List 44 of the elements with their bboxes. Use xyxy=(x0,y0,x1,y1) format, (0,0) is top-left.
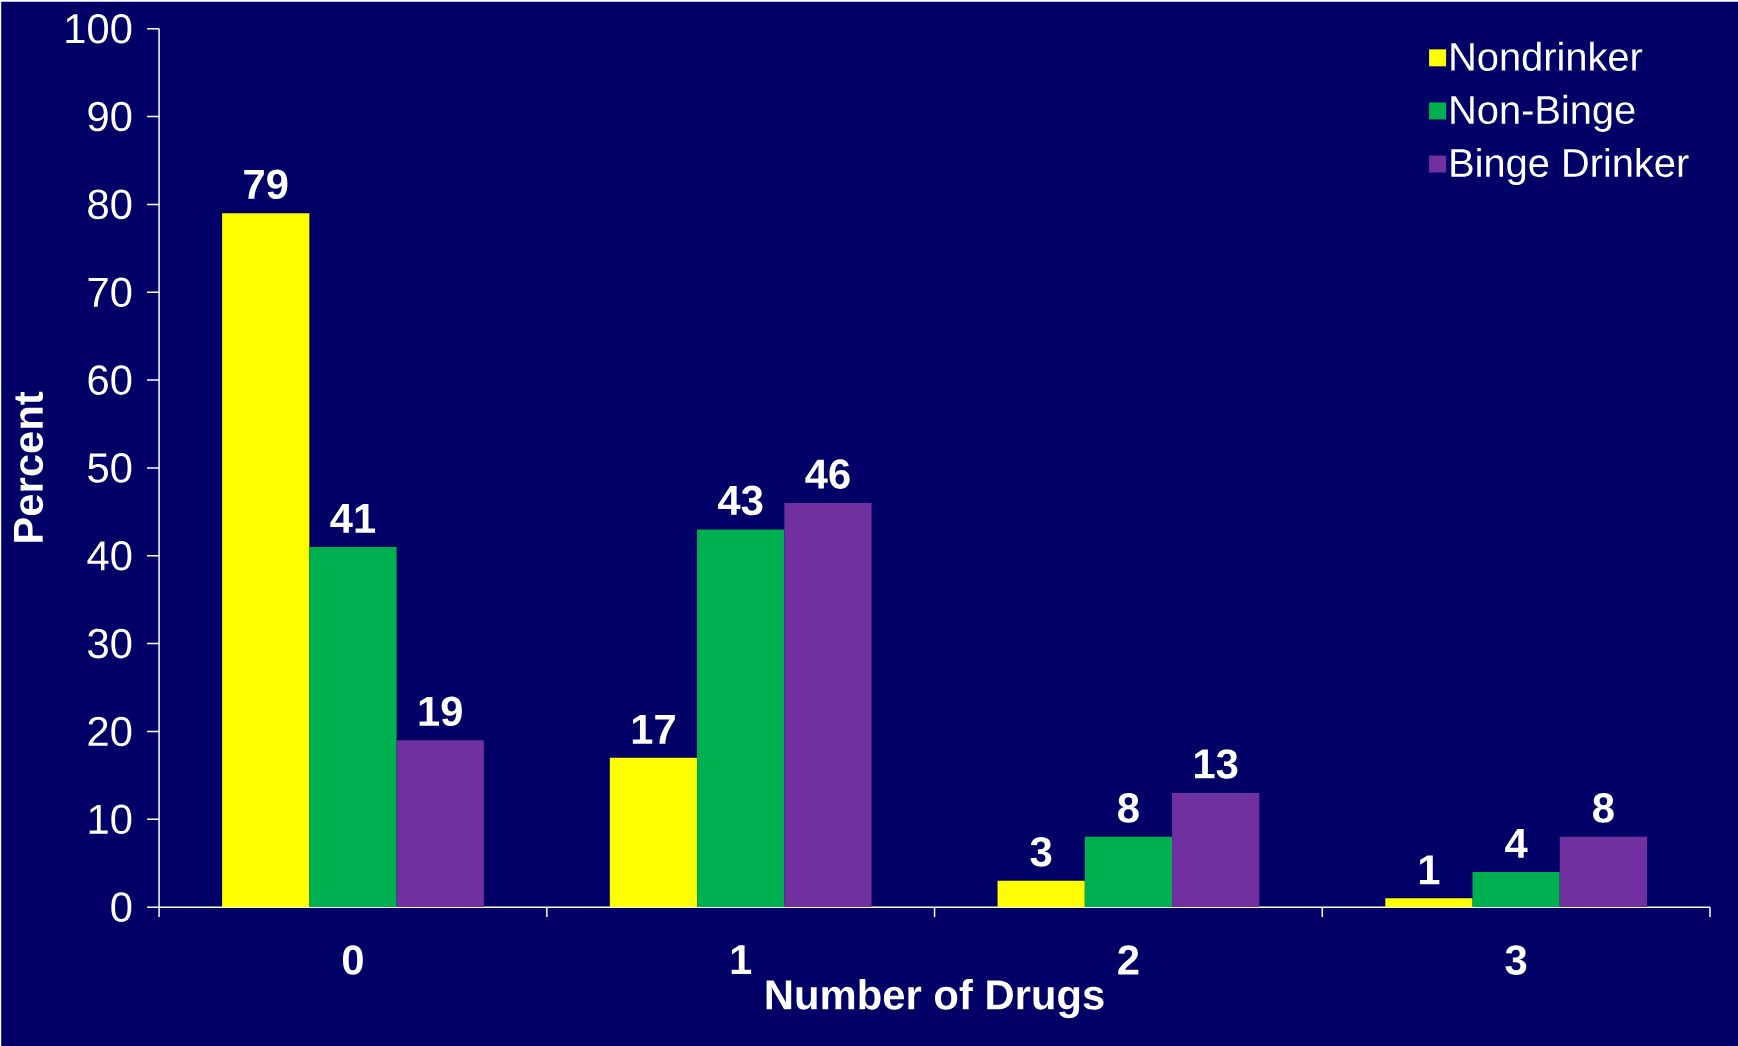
data-label: 4 xyxy=(1505,829,1528,858)
y-tick-label: 30 xyxy=(88,628,132,659)
y-tick-label: 60 xyxy=(88,365,132,395)
legend-label: Binge Drinker xyxy=(1451,147,1689,185)
data-label: 3 xyxy=(1030,836,1052,867)
data-label: 79 xyxy=(244,169,288,200)
bar xyxy=(1385,898,1473,908)
data-label: 8 xyxy=(1118,793,1139,823)
y-tick-label: 100 xyxy=(66,13,132,44)
data-label: 8 xyxy=(1593,793,1614,823)
legend-label: Non-Binge xyxy=(1451,94,1635,132)
y-tick-label: 50 xyxy=(88,453,132,483)
bar xyxy=(609,757,698,908)
bar xyxy=(697,529,785,908)
data-label: 19 xyxy=(419,696,462,727)
x-tick-label: 2 xyxy=(1118,945,1139,975)
y-tick-label: 70 xyxy=(88,277,132,308)
data-label: 43 xyxy=(718,485,763,516)
y-tick-label: 0 xyxy=(111,892,132,922)
bar xyxy=(784,503,872,908)
data-label: 46 xyxy=(805,459,850,489)
y-tick-label: 80 xyxy=(88,189,132,220)
x-axis-title: Number of Drugs xyxy=(766,978,1104,1019)
y-axis-title: Percent xyxy=(13,391,44,542)
y-tick-label: 40 xyxy=(87,540,132,571)
y-tick-label: 20 xyxy=(88,716,132,747)
data-label: 17 xyxy=(632,714,675,744)
data-label: 41 xyxy=(330,504,376,533)
x-tick-label: 1 xyxy=(731,945,752,974)
x-tick-label: 0 xyxy=(342,945,363,975)
bar xyxy=(222,213,310,908)
bar xyxy=(1172,792,1260,908)
bar xyxy=(1084,836,1173,908)
bar xyxy=(1559,836,1648,908)
bar xyxy=(997,880,1085,908)
bar xyxy=(309,546,397,908)
data-label: 1 xyxy=(1419,855,1440,885)
x-tick-label: 3 xyxy=(1505,945,1527,975)
y-tick-label: 90 xyxy=(88,101,132,132)
y-tick-label: 10 xyxy=(89,804,132,835)
bar xyxy=(1472,871,1560,908)
bar xyxy=(396,740,484,908)
legend-label: Nondrinker xyxy=(1451,41,1643,71)
data-label: 13 xyxy=(1195,749,1238,779)
